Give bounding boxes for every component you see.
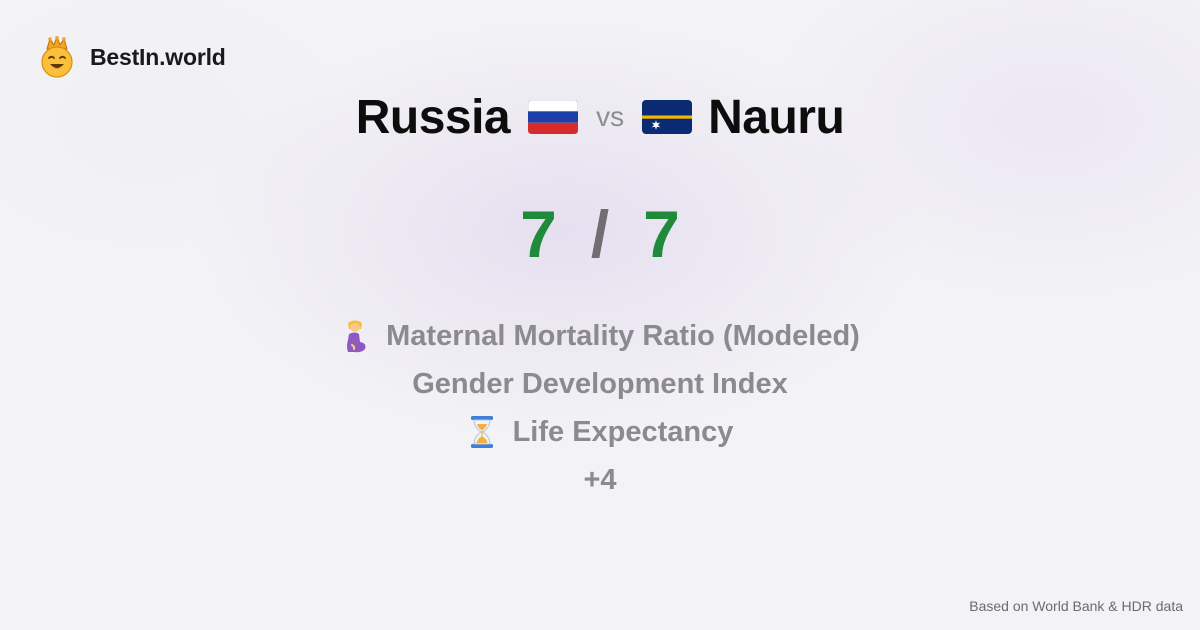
russia-flag-icon [528, 100, 579, 134]
more-metrics-label: +4 [583, 463, 617, 496]
comparison-title: Russia vs Nauru [0, 86, 1200, 148]
score: 7 / 7 [0, 196, 1200, 272]
hourglass-icon [470, 416, 493, 448]
metric-label: Maternal Mortality Ratio (Modeled) [386, 319, 860, 352]
score-separator: / [590, 197, 610, 271]
metric-label: Gender Development Index [412, 367, 788, 400]
brand[interactable]: BestIn.world [38, 36, 226, 78]
data-source-note: Based on World Bank & HDR data [969, 598, 1183, 614]
vs-label: vs [596, 101, 625, 132]
more-metrics-count[interactable]: +4 [583, 456, 616, 504]
metric-life-expectancy[interactable]: Life Expectancy [467, 408, 734, 456]
nauru-flag-icon [642, 100, 693, 134]
metric-maternal-mortality[interactable]: Maternal Mortality Ratio (Modeled) [340, 312, 860, 360]
pregnant-woman-icon [347, 320, 366, 353]
crowned-smiley-icon [41, 36, 73, 78]
brand-name: BestIn.world [90, 43, 226, 70]
country-a-name[interactable]: Russia [355, 90, 511, 144]
metric-label: Life Expectancy [512, 415, 734, 448]
metric-gender-development[interactable]: Gender Development Index [412, 360, 788, 408]
country-b-name[interactable]: Nauru [708, 90, 845, 144]
score-a: 7 [520, 197, 557, 271]
metric-list: Maternal Mortality Ratio (Modeled) Gende… [0, 312, 1200, 504]
score-b: 7 [643, 197, 680, 271]
